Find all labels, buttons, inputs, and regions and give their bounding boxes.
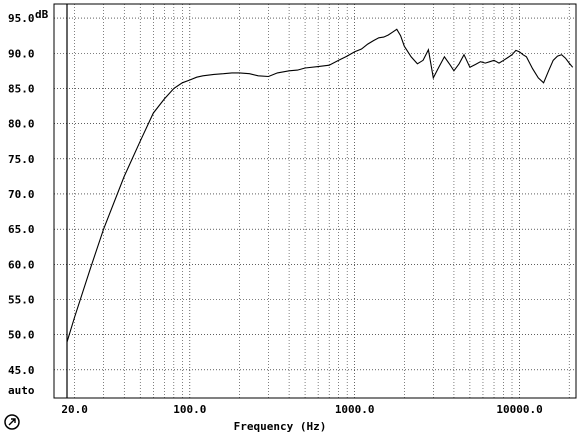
series-line-frequency-response [66, 28, 574, 342]
x-axis-title: Frequency (Hz) [234, 420, 327, 433]
y-tick-label: 75.0 [8, 153, 35, 166]
x-tick-label: 20.0 [61, 403, 88, 416]
x-tick-label: 100.0 [173, 403, 206, 416]
x-tick-label: 1000.0 [335, 403, 375, 416]
y-tick-label: 50.0 [8, 329, 35, 342]
x-tick-labels: 20.0 100.0 1000.0 10000.0 [61, 403, 542, 416]
y-tick-label: 85.0 [8, 82, 35, 95]
x-tick-label: 10000.0 [496, 403, 542, 416]
y-tick-label: 90.0 [8, 47, 35, 60]
y-tick-label: 95.0 [8, 12, 35, 25]
y-tick-labels: 45.0 50.0 55.0 60.0 65.0 70.0 75.0 80.0 85.0 90.0… [8, 12, 35, 397]
y-axis-title: dB [35, 8, 49, 21]
y-tick-label: 55.0 [8, 294, 35, 307]
y-tick-label: 45.0 [8, 364, 35, 377]
y-tick-label-auto: auto [8, 384, 35, 397]
y-tick-label: 80.0 [8, 118, 35, 131]
grid [54, 4, 576, 398]
y-tick-label: 65.0 [8, 223, 35, 236]
logo-icon [4, 414, 20, 430]
plot-frame [53, 3, 577, 399]
y-tick-label: 60.0 [8, 258, 35, 271]
y-tick-label: 70.0 [8, 188, 35, 201]
